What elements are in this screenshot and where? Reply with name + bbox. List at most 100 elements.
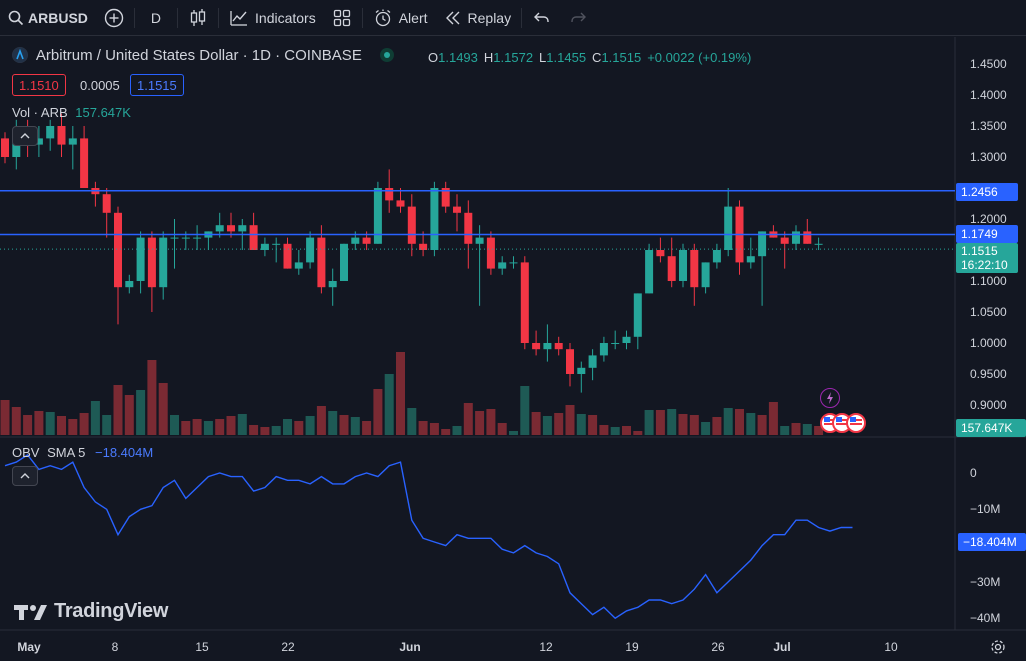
candle bbox=[114, 206, 122, 325]
volume-bar bbox=[735, 409, 744, 435]
compare-button[interactable] bbox=[96, 0, 132, 36]
candle bbox=[419, 231, 428, 257]
volume-bar bbox=[226, 416, 236, 435]
volume-bar bbox=[192, 419, 202, 435]
candle bbox=[340, 243, 348, 281]
plus-circle-icon bbox=[104, 8, 124, 28]
candle bbox=[215, 212, 224, 238]
candle bbox=[430, 181, 439, 257]
candle bbox=[441, 181, 450, 213]
replay-button[interactable]: Replay bbox=[436, 0, 520, 36]
obv-value: −18.404M bbox=[95, 445, 154, 460]
volume-bar bbox=[475, 411, 485, 435]
candle bbox=[611, 330, 620, 350]
candle bbox=[679, 243, 687, 288]
price-axis-label: 1.3500 bbox=[970, 119, 1007, 133]
sell-price-box[interactable]: 1.1510 bbox=[12, 74, 66, 96]
alarm-clock-icon bbox=[373, 8, 393, 28]
volume-value: 157.647K bbox=[75, 105, 131, 120]
symbol-legend[interactable]: Arbitrum / United States Dollar · 1D · C… bbox=[12, 47, 394, 64]
open-label: O bbox=[428, 50, 439, 65]
volume-bar bbox=[802, 424, 812, 435]
top-toolbar: ARBUSD D Indicators bbox=[0, 0, 1026, 36]
candle bbox=[577, 361, 586, 393]
volume-bar bbox=[723, 408, 733, 435]
economic-events[interactable] bbox=[820, 413, 868, 433]
redo-button[interactable] bbox=[560, 0, 596, 36]
indicators-label: Indicators bbox=[255, 9, 316, 26]
candle bbox=[396, 188, 405, 213]
candle bbox=[283, 237, 292, 269]
volume-bar bbox=[689, 415, 699, 435]
volume-bar bbox=[441, 429, 451, 435]
toolbar-divider bbox=[218, 7, 220, 28]
volume-bar bbox=[45, 412, 55, 435]
lightning-event-icon[interactable] bbox=[820, 388, 840, 408]
candle bbox=[260, 237, 269, 257]
volume-bar bbox=[147, 360, 157, 435]
candle bbox=[102, 188, 111, 238]
price-axis-label: 1.2000 bbox=[970, 212, 1007, 226]
undo-button[interactable] bbox=[524, 0, 560, 36]
candle bbox=[712, 243, 721, 269]
collapse-legend-button[interactable] bbox=[12, 126, 38, 146]
obv-last-tag: −18.404M bbox=[958, 533, 1026, 551]
candle bbox=[656, 237, 665, 263]
obv-legend: OBV SMA 5 −18.404M bbox=[12, 445, 153, 460]
symbol-search[interactable]: ARBUSD bbox=[0, 0, 96, 36]
candle bbox=[227, 212, 235, 238]
candle bbox=[543, 324, 552, 362]
volume-bar bbox=[610, 427, 620, 435]
chart-canvas[interactable] bbox=[0, 37, 1026, 661]
interval-label: D bbox=[150, 9, 162, 26]
candle bbox=[735, 200, 744, 275]
candle bbox=[690, 243, 699, 306]
time-axis-label: 26 bbox=[711, 640, 725, 654]
volume-bar bbox=[34, 411, 44, 435]
volume-bar bbox=[701, 422, 711, 435]
candle bbox=[701, 262, 710, 294]
tradingview-brand: TradingView bbox=[54, 600, 169, 622]
candle bbox=[758, 231, 767, 306]
volume-bar bbox=[396, 352, 405, 435]
toolbar-divider bbox=[133, 7, 135, 28]
last-price-tag: 1.1515 16:22:10 bbox=[956, 243, 1018, 273]
high-label: H bbox=[483, 50, 494, 65]
candle bbox=[317, 225, 326, 294]
collapse-obv-button[interactable] bbox=[12, 466, 38, 486]
candle bbox=[147, 231, 156, 312]
symbol-name: ARBUSD bbox=[28, 9, 88, 26]
candle bbox=[306, 231, 315, 269]
candle bbox=[520, 256, 529, 350]
tradingview-logo[interactable]: TradingView bbox=[14, 600, 168, 623]
volume-bar bbox=[215, 419, 225, 435]
volume-bar bbox=[814, 426, 824, 435]
price-axis-label: 1.3000 bbox=[970, 150, 1007, 164]
candle bbox=[136, 231, 145, 294]
volume-label: Vol · ARB bbox=[12, 105, 68, 120]
templates-button[interactable] bbox=[324, 0, 360, 36]
candle bbox=[475, 225, 484, 306]
volume-legend: Vol · ARB 157.647K bbox=[12, 105, 131, 120]
indicators-button[interactable]: Indicators bbox=[221, 0, 324, 36]
volume-bar bbox=[90, 401, 100, 435]
volume-bar bbox=[0, 400, 10, 435]
obv-axis-label: 0 bbox=[970, 466, 977, 480]
interval-button[interactable]: D bbox=[137, 0, 175, 36]
volume-bar bbox=[509, 431, 518, 435]
chart-type-button[interactable] bbox=[180, 0, 216, 36]
candle bbox=[498, 256, 507, 275]
candle bbox=[622, 330, 631, 350]
price-axis-label: 1.0000 bbox=[970, 336, 1007, 350]
volume-bar bbox=[746, 413, 756, 435]
candle bbox=[373, 181, 382, 244]
candle bbox=[566, 343, 574, 387]
settings-gear-icon[interactable] bbox=[990, 639, 1006, 660]
close-label: C bbox=[592, 50, 602, 65]
market-status-icon[interactable] bbox=[379, 48, 394, 62]
alert-button[interactable]: Alert bbox=[365, 0, 436, 36]
price-axis-label: 1.4500 bbox=[970, 57, 1007, 71]
buy-price-box[interactable]: 1.1515 bbox=[130, 74, 184, 96]
time-axis-label: 8 bbox=[111, 640, 119, 654]
time-axis-label: 15 bbox=[195, 640, 209, 654]
